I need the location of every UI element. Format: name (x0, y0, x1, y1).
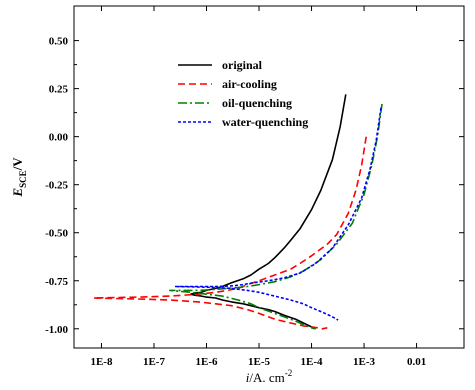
axis-ticks: 1E-8 1E-7 1E-6 1E-5 1E-4 1E-3 0.01 0.50 0.25 0.00… (45, 6, 464, 368)
curves (92, 94, 383, 330)
legend-label-air-cooling: air-cooling (222, 77, 277, 91)
y-tick-label: 0.25 (49, 84, 69, 96)
y-tick-label: -1.00 (45, 324, 68, 336)
plot-frame (73, 5, 465, 349)
x-tick-label: 1E-8 (90, 356, 113, 368)
y-tick-label: -0.50 (45, 228, 68, 240)
series-original (189, 94, 347, 330)
legend-label-oil-quenching: oil-quenching (222, 96, 292, 110)
y-tick-label: -0.75 (45, 276, 68, 288)
x-tick-label: 0.01 (407, 356, 426, 368)
y-tick-label: 0.00 (49, 132, 69, 144)
x-tick-label: 1E-5 (248, 356, 271, 368)
series-water-quenching (174, 107, 382, 321)
y-tick-label: -0.25 (45, 180, 68, 192)
legend-label-original: original (222, 58, 263, 72)
x-tick-label: 1E-7 (143, 356, 166, 368)
y-axis-title: ESCE/V (10, 157, 28, 198)
series-oil-quenching (169, 103, 383, 330)
x-tick-label: 1E-6 (195, 356, 218, 368)
y-tick-label: 0.50 (49, 36, 69, 48)
x-tick-label: 1E-3 (353, 356, 376, 368)
x-axis-title: i/A. cm-2 (246, 368, 293, 385)
legend: original air-cooling oil-quenching water-qu… (178, 58, 308, 129)
legend-label-water-quenching: water-quenching (222, 115, 308, 129)
x-tick-label: 1E-4 (301, 356, 324, 368)
series-air-cooling (92, 136, 367, 330)
